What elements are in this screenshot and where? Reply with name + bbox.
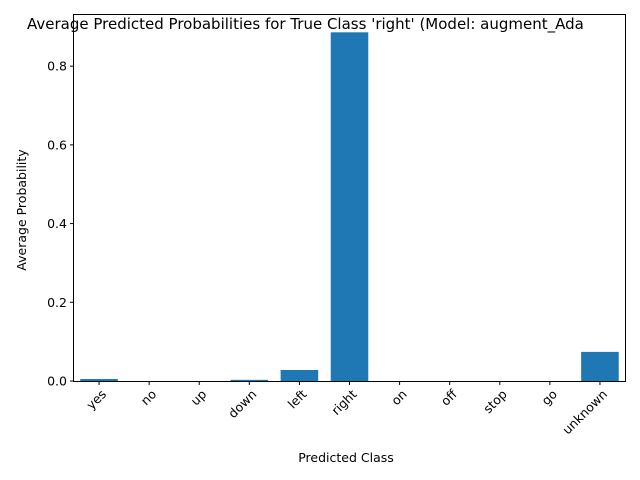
y-axis-label: Average Probability <box>14 149 29 271</box>
x-axis-label: Predicted Class <box>298 450 394 465</box>
y-tick-label: 0.4 <box>47 216 67 231</box>
bar-right <box>330 32 369 381</box>
y-axis: 0.0 0.2 0.4 0.6 0.8 <box>47 59 74 389</box>
y-tick-label: 0.6 <box>47 137 67 152</box>
chart-title: Average Predicted Probabilities for True… <box>27 15 584 34</box>
y-tick-label: 0.8 <box>47 59 67 74</box>
bar-left <box>280 369 319 381</box>
bar-down <box>230 379 269 381</box>
bar-yes <box>80 379 118 381</box>
y-tick-label: 0.0 <box>47 374 67 389</box>
bars-group <box>80 32 619 381</box>
y-tick-label: 0.2 <box>47 295 67 310</box>
bar-unknown <box>581 351 619 381</box>
